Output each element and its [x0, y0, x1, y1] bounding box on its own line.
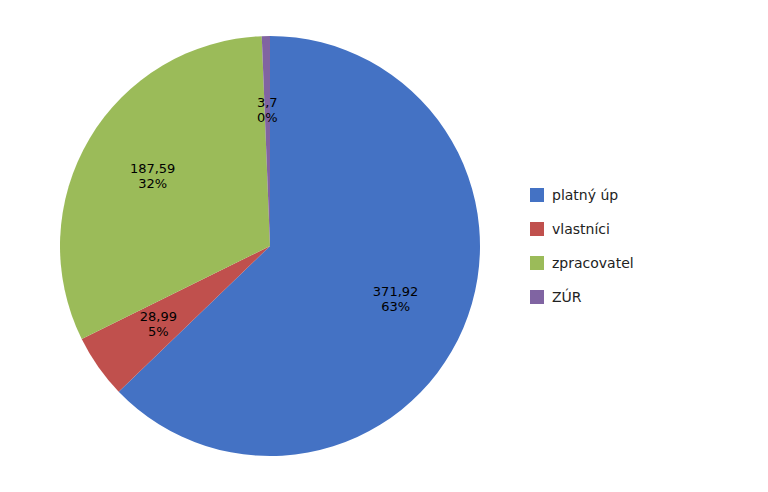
data-label: 187,5932%: [130, 161, 176, 191]
legend-swatch: [530, 290, 544, 304]
legend-label: ZÚR: [552, 288, 582, 305]
chart: 371,9263% 28,995% 187,5932% 3,70% platný úp v…: [0, 0, 768, 492]
legend-label: zpracovatel: [552, 255, 634, 271]
pie-slice: [60, 36, 270, 339]
legend: platný úp vlastníci zpracovatel ZÚR: [530, 187, 634, 305]
legend-label: platný úp: [552, 187, 618, 203]
pie-slice: [262, 36, 270, 246]
legend-swatch: [530, 256, 544, 270]
data-label: 28,995%: [140, 309, 177, 339]
data-labels: 371,9263% 28,995% 187,5932% 3,70%: [130, 95, 418, 340]
legend-swatch: [530, 222, 544, 236]
legend-swatch: [530, 188, 544, 202]
chart-container: 371,9263% 28,995% 187,5932% 3,70% platný úp v…: [0, 0, 768, 492]
data-label: 3,70%: [257, 95, 278, 125]
slices: [60, 36, 480, 456]
legend-label: vlastníci: [552, 221, 610, 237]
data-label: 371,9263%: [373, 284, 419, 314]
